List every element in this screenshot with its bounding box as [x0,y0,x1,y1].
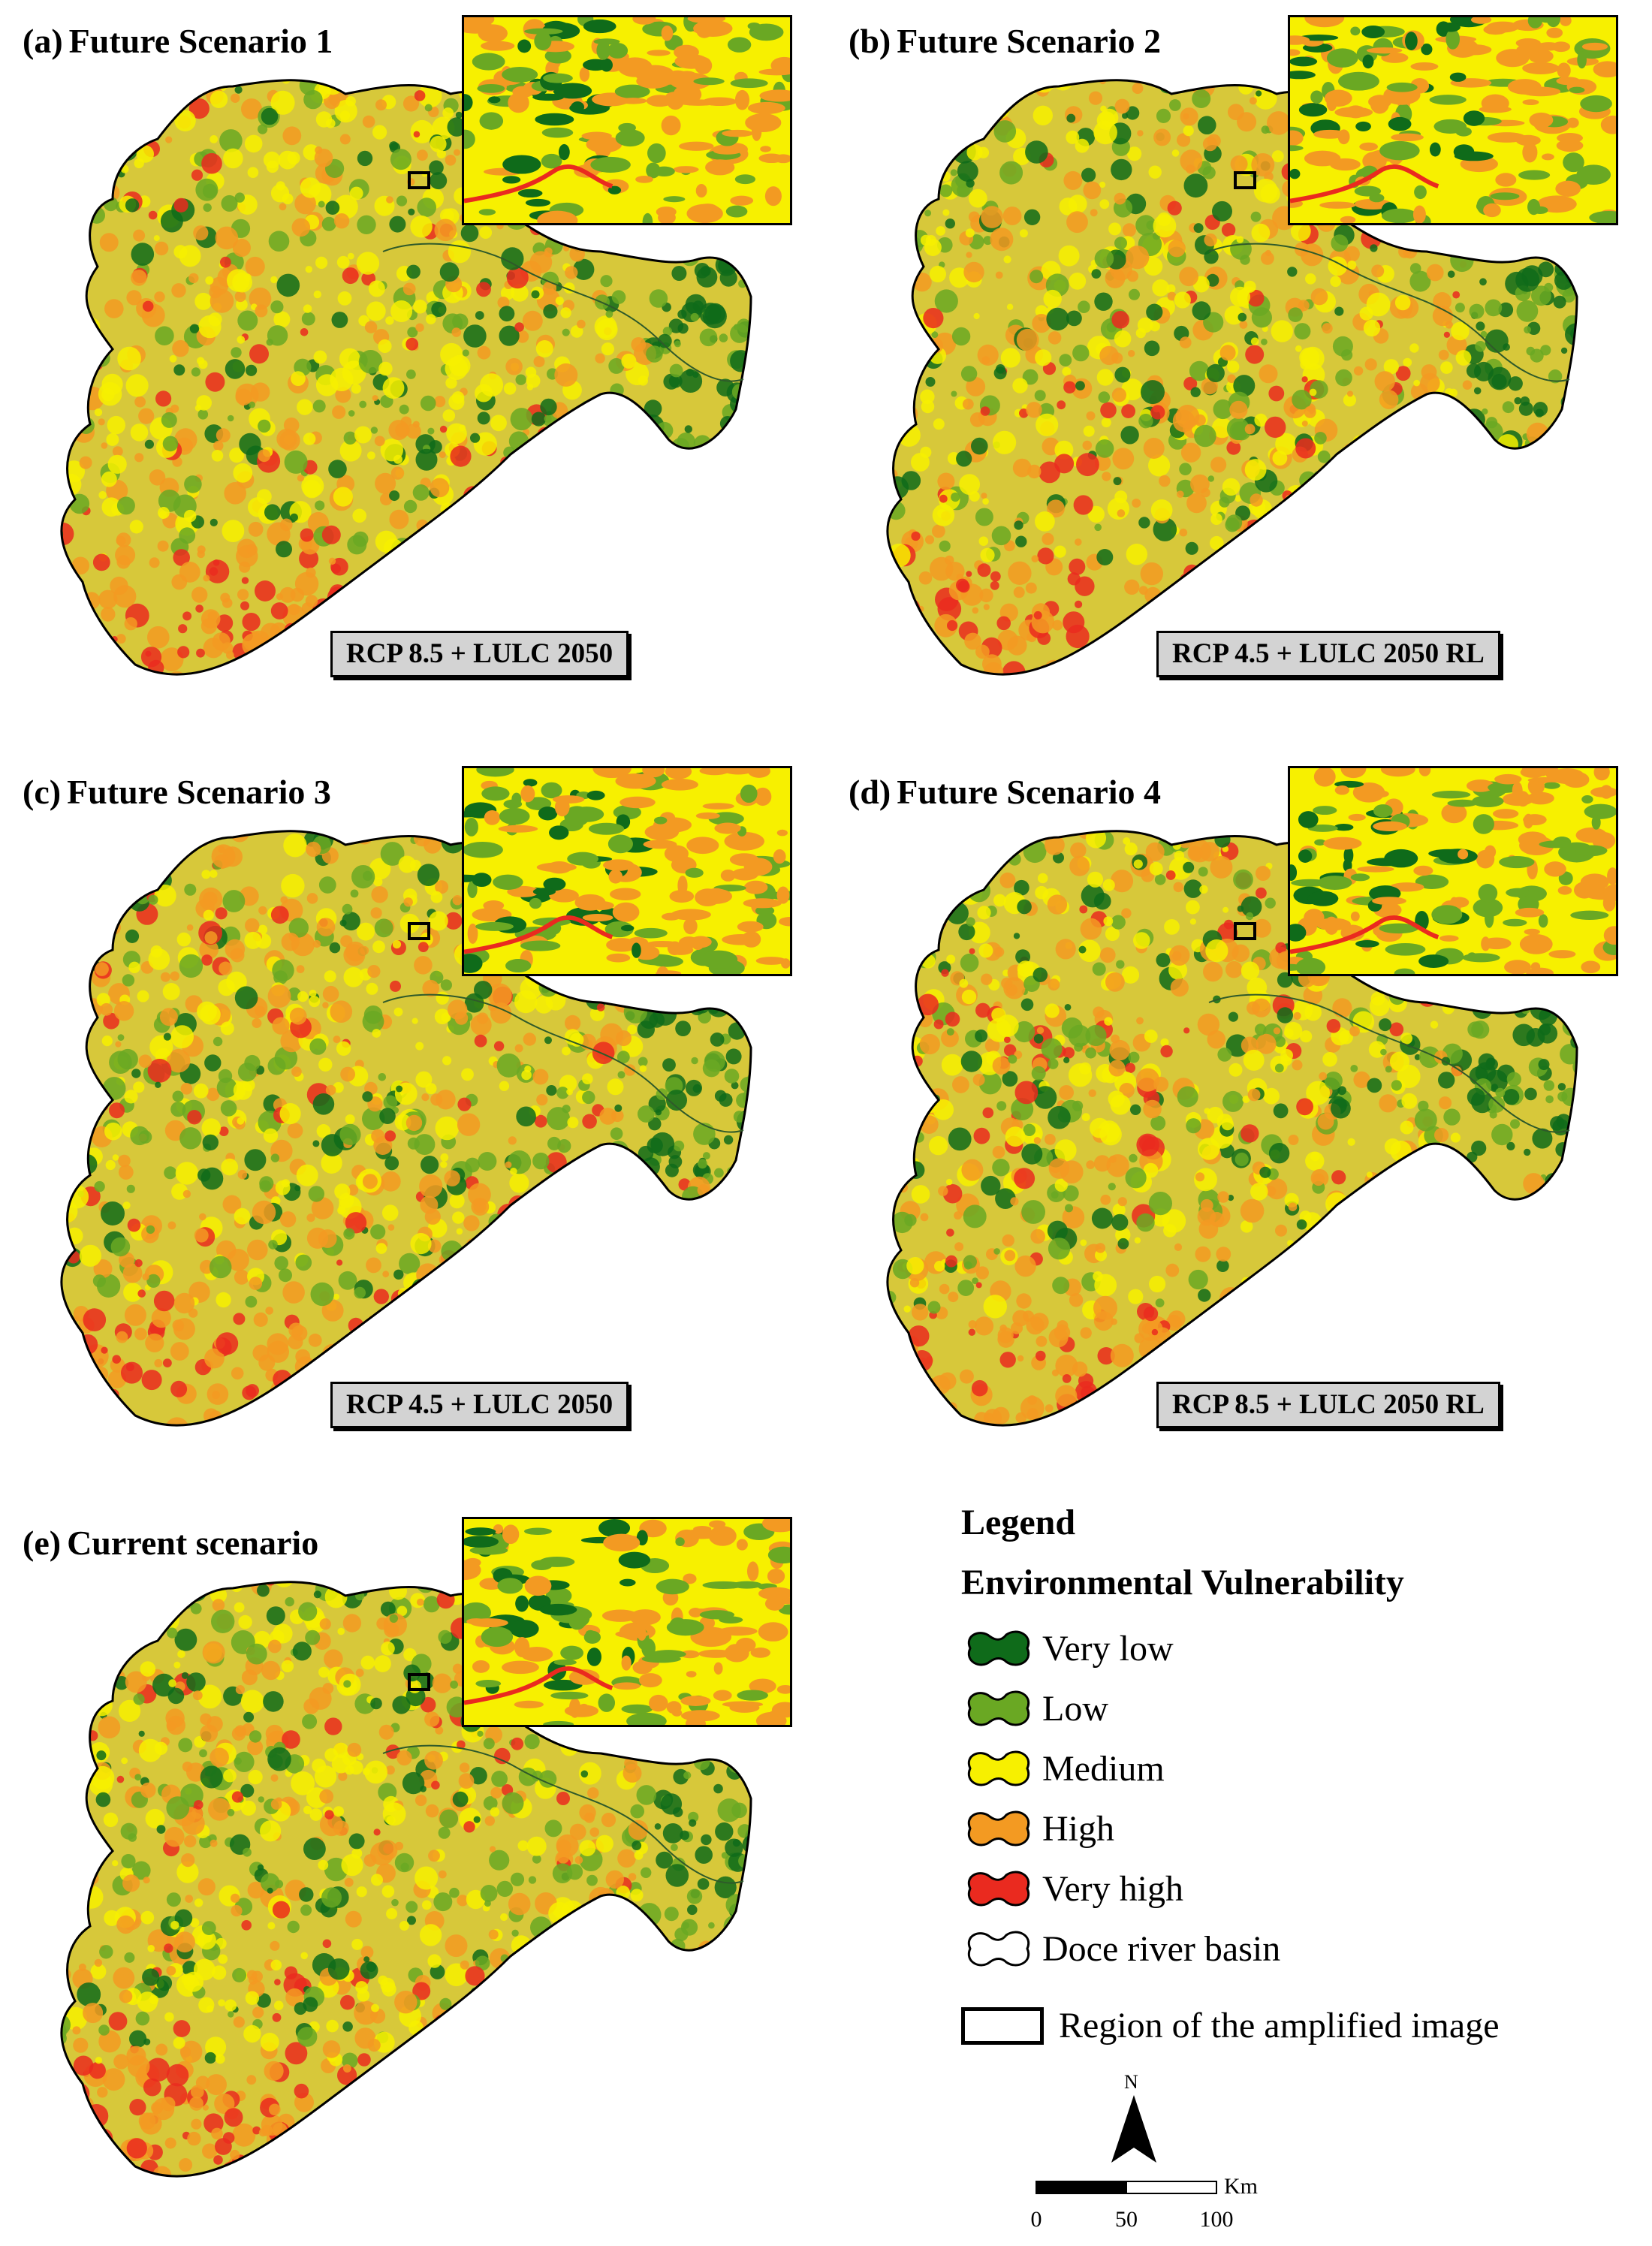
legend-label: Doce river basin [1042,1928,1281,1969]
amplified-inset [462,15,792,225]
scenario-label: RCP 8.5 + LULC 2050 [330,631,629,677]
map-panel-a: (a) Future Scenario 1 RCP 8.5 + LULC 2050 [0,0,826,736]
legend-title: Legend [961,1503,1076,1542]
legend-item-low: Low [961,1682,1108,1735]
legend-label: Low [1042,1688,1108,1729]
legend-label: Very high [1042,1868,1183,1909]
amplified-inset [1288,15,1618,225]
legend-subtitle: Environmental Vulnerability [961,1563,1404,1602]
map-panel-c: (c) Future Scenario 3 RCP 4.5 + LULC 2050 [0,751,826,1487]
panel-title: (d) Future Scenario 4 [849,773,1162,811]
legend-item-basin: Doce river basin [961,1922,1280,1975]
legend-item-region: Region of the amplified image [961,2005,1500,2046]
scenario-label: RCP 8.5 + LULC 2050 RL [1156,1382,1500,1428]
scenario-label: RCP 4.5 + LULC 2050 [330,1382,629,1428]
amplified-inset [1288,766,1618,976]
panel-title: (b) Future Scenario 2 [849,22,1162,60]
scale-tick: 0 [1031,2207,1042,2232]
very-high-swatch-icon [967,1871,1030,1907]
scenario-label: RCP 4.5 + LULC 2050 RL [1156,631,1500,677]
very-low-swatch-icon [967,1630,1030,1666]
legend-label: High [1042,1808,1114,1849]
panel-title: (a) Future Scenario 1 [23,22,333,60]
amplified-inset [462,1517,792,1727]
legend-label: Region of the amplified image [1059,2006,1500,2046]
north-arrow-icon [1111,2095,1156,2163]
legend-item-medium: Medium [961,1742,1165,1795]
amplified-inset [462,766,792,976]
scale-tick: 50 [1115,2207,1138,2232]
north-label: N [1124,2071,1138,2093]
map-panel-e: (e) Current scenario [0,1502,826,2238]
low-swatch-icon [967,1690,1030,1726]
legend-item-very-low: Very low [961,1622,1174,1675]
legend-item-very-high: Very high [961,1862,1183,1915]
panel-title: (c) Future Scenario 3 [23,773,331,811]
legend-label: Very low [1042,1628,1174,1669]
scale-bar: Km 0 50 100 [1031,2174,1259,2241]
legend-item-high: High [961,1802,1114,1855]
region-box-icon [961,2006,1044,2045]
basin-map [30,1573,781,2196]
map-panel-b: (b) Future Scenario 2 RCP 4.5 + LULC 2050… [826,0,1652,736]
panel-title: (e) Current scenario [23,1524,319,1562]
scale-unit: Km [1224,2174,1258,2199]
legend-label: Medium [1042,1748,1165,1789]
scale-tick: 100 [1200,2207,1234,2232]
basin-outline-icon [967,1931,1030,1967]
high-swatch-icon [967,1810,1030,1847]
map-panel-d: (d) Future Scenario 4 RCP 8.5 + LULC 2050… [826,751,1652,1487]
medium-swatch-icon [967,1750,1030,1786]
